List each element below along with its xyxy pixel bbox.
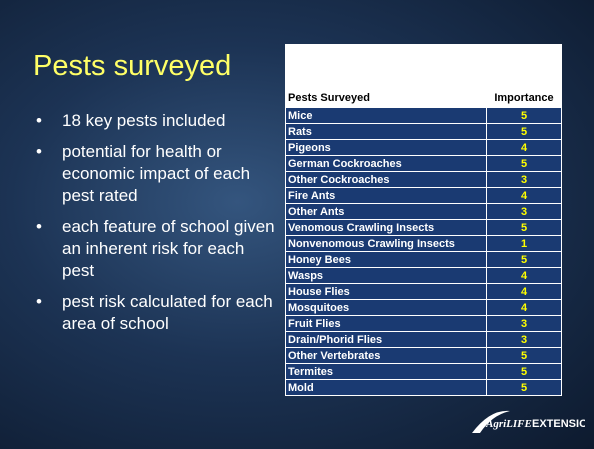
pest-name: Other Cockroaches xyxy=(286,172,487,188)
slide-title: Pests surveyed xyxy=(33,50,231,83)
importance: 5 xyxy=(487,220,562,236)
importance: 3 xyxy=(487,172,562,188)
logo-brand: AgriLIFE xyxy=(485,418,532,430)
pest-name: Pigeons xyxy=(286,140,487,156)
pest-name: Mold xyxy=(286,380,487,396)
bullet: 18 key pests included xyxy=(36,110,276,132)
pest-name: Rats xyxy=(286,124,487,140)
bullet: potential for health or economic impact … xyxy=(36,141,276,207)
pest-name: Fire Ants xyxy=(286,188,487,204)
importance: 5 xyxy=(487,364,562,380)
pest-name: Other Vertebrates xyxy=(286,348,487,364)
pest-name: Wasps xyxy=(286,268,487,284)
importance: 3 xyxy=(487,332,562,348)
pest-name: Other Ants xyxy=(286,204,487,220)
pest-name: German Cockroaches xyxy=(286,156,487,172)
slide: Pests surveyed 18 key pests included pote… xyxy=(0,0,594,449)
importance: 4 xyxy=(487,188,562,204)
bullet-list: 18 key pests included potential for healt… xyxy=(36,110,276,344)
importance: 5 xyxy=(487,124,562,140)
importance: 5 xyxy=(487,252,562,268)
bullet: pest risk calculated for each area of sc… xyxy=(36,291,276,335)
pest-name: Mosquitoes xyxy=(286,300,487,316)
logo-word: EXTENSION xyxy=(532,418,585,430)
importance: 4 xyxy=(487,140,562,156)
bullet: each feature of school given an inherent… xyxy=(36,216,276,282)
importance: 3 xyxy=(487,204,562,220)
logo: AgriLIFE EXTENSION xyxy=(470,405,585,437)
importance: 4 xyxy=(487,300,562,316)
pest-name: House Flies xyxy=(286,284,487,300)
importance: 5 xyxy=(487,348,562,364)
header-cell: Importance xyxy=(487,45,562,108)
importance: 4 xyxy=(487,268,562,284)
pest-name: Termites xyxy=(286,364,487,380)
importance: 4 xyxy=(487,284,562,300)
importance: 5 xyxy=(487,380,562,396)
pest-name: Drain/Phorid Flies xyxy=(286,332,487,348)
importance: 1 xyxy=(487,236,562,252)
pest-name: Honey Bees xyxy=(286,252,487,268)
pest-name: Mice xyxy=(286,108,487,124)
header-cell: Pests Surveyed xyxy=(286,45,487,108)
pest-name: Venomous Crawling Insects xyxy=(286,220,487,236)
pest-name: Nonvenomous Crawling Insects xyxy=(286,236,487,252)
header-row: Pests Surveyed Importance xyxy=(286,45,562,108)
pest-name: Fruit Flies xyxy=(286,316,487,332)
importance: 3 xyxy=(487,316,562,332)
importance: 5 xyxy=(487,156,562,172)
importance: 5 xyxy=(487,108,562,124)
